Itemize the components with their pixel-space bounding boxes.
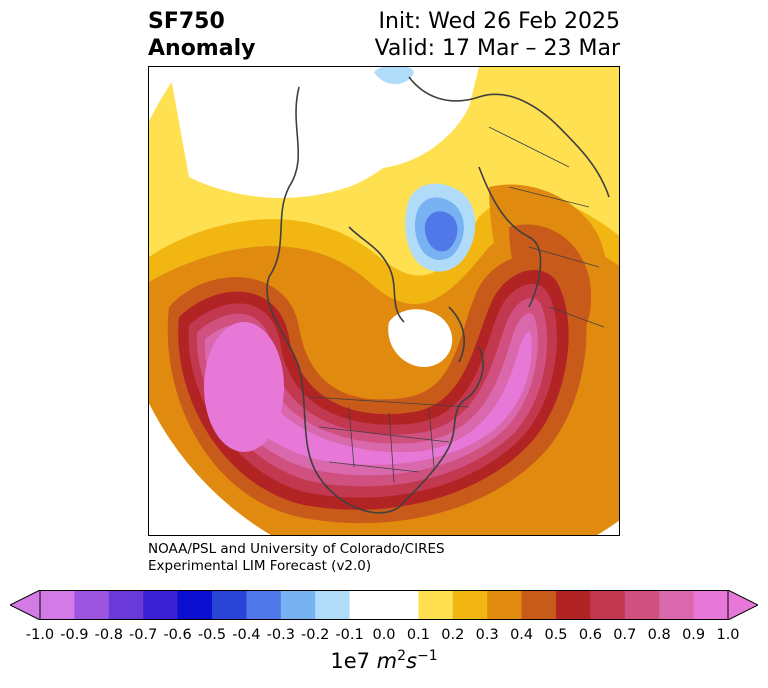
colorbar-segment	[693, 590, 729, 620]
colorbar-segment	[280, 590, 316, 620]
unit-m-exp: 2	[397, 648, 407, 664]
colorbar-tick-label: 0.1	[406, 627, 430, 643]
colorbar-tick-label: 0.9	[682, 627, 706, 643]
colorbar-tick-label: 1.0	[716, 627, 740, 643]
colorbar-extend-max	[727, 590, 758, 620]
colorbar-tick-label: 0.3	[475, 627, 499, 643]
colorbar-segment	[487, 590, 523, 620]
polar-map	[148, 66, 620, 536]
pacific-max	[204, 322, 284, 452]
colorbar-segment	[452, 590, 488, 620]
colorbar-unit: 1e7 m2s−1	[0, 648, 768, 673]
colorbar-segment	[384, 590, 419, 620]
colorbar-tick-label: 0.0	[372, 627, 396, 643]
map-canvas	[149, 67, 619, 535]
colorbar-segment	[418, 590, 454, 620]
colorbar-tick-label: -0.9	[60, 627, 89, 643]
colorbar-segment	[315, 590, 351, 620]
colorbar-segment	[659, 590, 695, 620]
colorbar	[10, 590, 758, 620]
unit-s-exp: −1	[417, 648, 438, 664]
colorbar-segment	[143, 590, 179, 620]
colorbar-segment	[624, 590, 660, 620]
kind-label: Anomaly	[148, 36, 256, 61]
colorbar-tick-label: 0.4	[510, 627, 534, 643]
colorbar-tick-label: -0.5	[197, 627, 227, 643]
colorbar-tick-label: -0.4	[232, 627, 261, 643]
band-neg-0-3	[424, 211, 458, 252]
colorbar-segment	[74, 590, 110, 620]
colorbar-ticks: -1.0 -0.9 -0.8 -0.7 -0.6 -0.5 -0.4 -0.3 -0.2 -0.1…	[0, 627, 768, 647]
colorbar-segment	[246, 590, 282, 620]
colorbar-extend-min	[10, 590, 41, 620]
colorbar-tick-label: 0.2	[441, 627, 465, 643]
anomaly-field	[149, 67, 619, 535]
colorbar-segment	[556, 590, 591, 620]
colorbar-segment	[40, 590, 75, 620]
unit-base: 1e7	[330, 649, 377, 673]
credit-line-2: Experimental LIM Forecast (v2.0)	[148, 558, 372, 574]
colorbar-tick-label: -1.0	[25, 627, 55, 643]
map-title: SF750 Anomaly	[148, 8, 255, 62]
valid-range: Valid: 17 Mar – 23 Mar	[374, 36, 620, 61]
credit-text: NOAA/PSL and University of Colorado/CIRE…	[148, 541, 445, 575]
credit-line-1: NOAA/PSL and University of Colorado/CIRE…	[148, 541, 445, 557]
colorbar-tick-label: -0.8	[94, 627, 123, 643]
band-neg-top	[374, 67, 414, 84]
colorbar-tick-label: 0.8	[647, 627, 671, 643]
colorbar-tick-label: 0.7	[613, 627, 637, 643]
unit-s: s	[406, 649, 418, 673]
colorbar-frame	[39, 590, 729, 620]
colorbar-tick-label: -0.1	[335, 627, 364, 643]
colorbar-segment	[108, 590, 144, 620]
colorbar-segment	[590, 590, 626, 620]
colorbar-segment	[177, 590, 213, 620]
variable-label: SF750	[148, 9, 225, 34]
colorbar-tick-label: -0.6	[163, 627, 192, 643]
colorbar-segment	[212, 590, 247, 620]
colorbar-tick-label: -0.3	[266, 627, 295, 643]
colorbar-segment	[521, 590, 557, 620]
colorbar-tick-label: 0.6	[578, 627, 602, 643]
coastlines	[266, 76, 610, 514]
unit-m: m	[376, 649, 398, 673]
colorbar-tick-label: -0.2	[301, 627, 330, 643]
init-date: Init: Wed 26 Feb 2025	[378, 9, 620, 34]
colorbar-tick-label: 0.5	[544, 627, 568, 643]
forecast-dates: Init: Wed 26 Feb 2025 Valid: 17 Mar – 23…	[375, 8, 620, 62]
borders	[308, 126, 605, 483]
band-1-0	[212, 331, 532, 465]
low-anomaly-center	[388, 309, 453, 367]
colorbar-segment	[349, 590, 385, 620]
colorbar-tick-label: -0.7	[129, 627, 158, 643]
